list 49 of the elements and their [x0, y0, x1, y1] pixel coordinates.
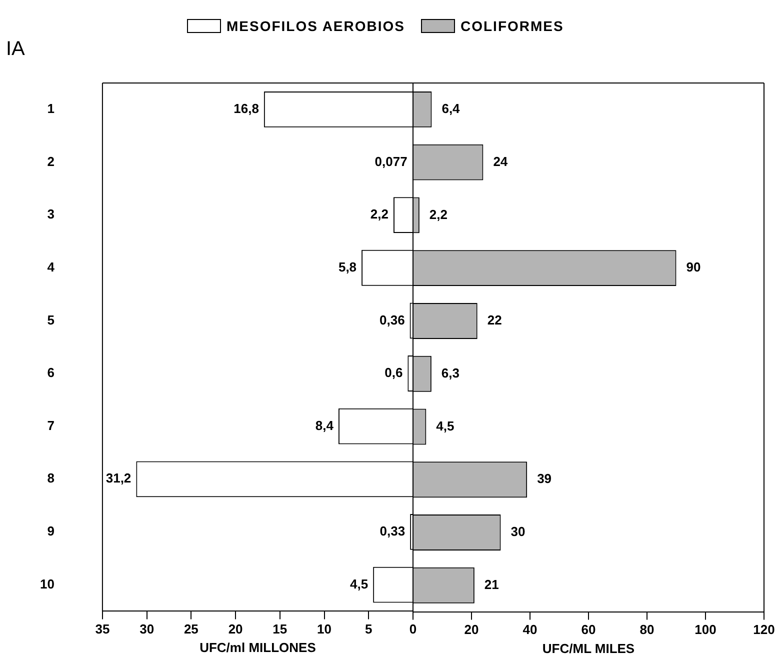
data-label: 30 [510, 524, 525, 540]
x-tick-label: 120 [752, 622, 774, 638]
data-label: 2,2 [370, 206, 388, 222]
y-tick-label: 3 [47, 206, 54, 222]
data-label: 0,077 [374, 154, 408, 169]
text: MESOFILOS AEROBIOS [226, 18, 405, 34]
data-label: 2,2 [428, 206, 448, 222]
data-label: 90 [686, 260, 700, 275]
x-tick-label: 100 [694, 622, 716, 638]
data-label: 31,2 [106, 470, 132, 486]
x-tick-label: 20 [228, 622, 243, 637]
data-label: 21 [484, 576, 498, 592]
data-label: 6,3 [440, 365, 460, 380]
x-tick-label: 15 [272, 622, 288, 637]
data-label: 0,36 [379, 312, 405, 328]
x-tick-label: 10 [317, 622, 332, 637]
data-label: 22 [486, 312, 502, 328]
data-label: 24 [492, 154, 508, 169]
y-axis-title: IA [6, 38, 25, 61]
y-tick-label: 7 [47, 418, 54, 433]
x-tick-label: 60 [580, 622, 596, 638]
x-tick-label: 0 [409, 622, 417, 637]
x-tick-label: 40 [522, 622, 537, 638]
legend-label: COLIFORMES [460, 18, 564, 34]
x-tick-label: 30 [140, 622, 154, 637]
data-label: 0,33 [380, 524, 406, 539]
y-tick-label: 1 [47, 100, 54, 116]
data-label: 39 [536, 471, 552, 486]
data-label: 8,4 [315, 418, 334, 433]
x-axis-title: UFC/ML MILES [542, 640, 634, 656]
y-tick-label: 4 [47, 259, 56, 274]
y-tick-label: 10 [40, 576, 54, 592]
x-axis-title: UFC/ml MILLONES [200, 640, 316, 656]
x-tick-label: 20 [464, 622, 478, 638]
y-tick-label: 5 [47, 312, 54, 328]
x-tick-label: 35 [95, 622, 110, 637]
data-label: 6,4 [441, 101, 460, 116]
data-label: 4,5 [350, 576, 368, 592]
data-label: 5,8 [338, 259, 357, 274]
x-tick-label: 80 [639, 622, 654, 638]
data-label: 4,5 [436, 418, 454, 434]
y-tick-label: 8 [47, 470, 54, 486]
x-tick-label: 25 [184, 622, 198, 637]
y-tick-label: 9 [47, 524, 54, 539]
data-label: 0,6 [384, 365, 403, 380]
x-tick-label: 5 [365, 622, 372, 637]
y-tick-label: 2 [47, 154, 54, 169]
data-label: 16,8 [234, 100, 259, 116]
y-tick-label: 6 [47, 365, 54, 380]
